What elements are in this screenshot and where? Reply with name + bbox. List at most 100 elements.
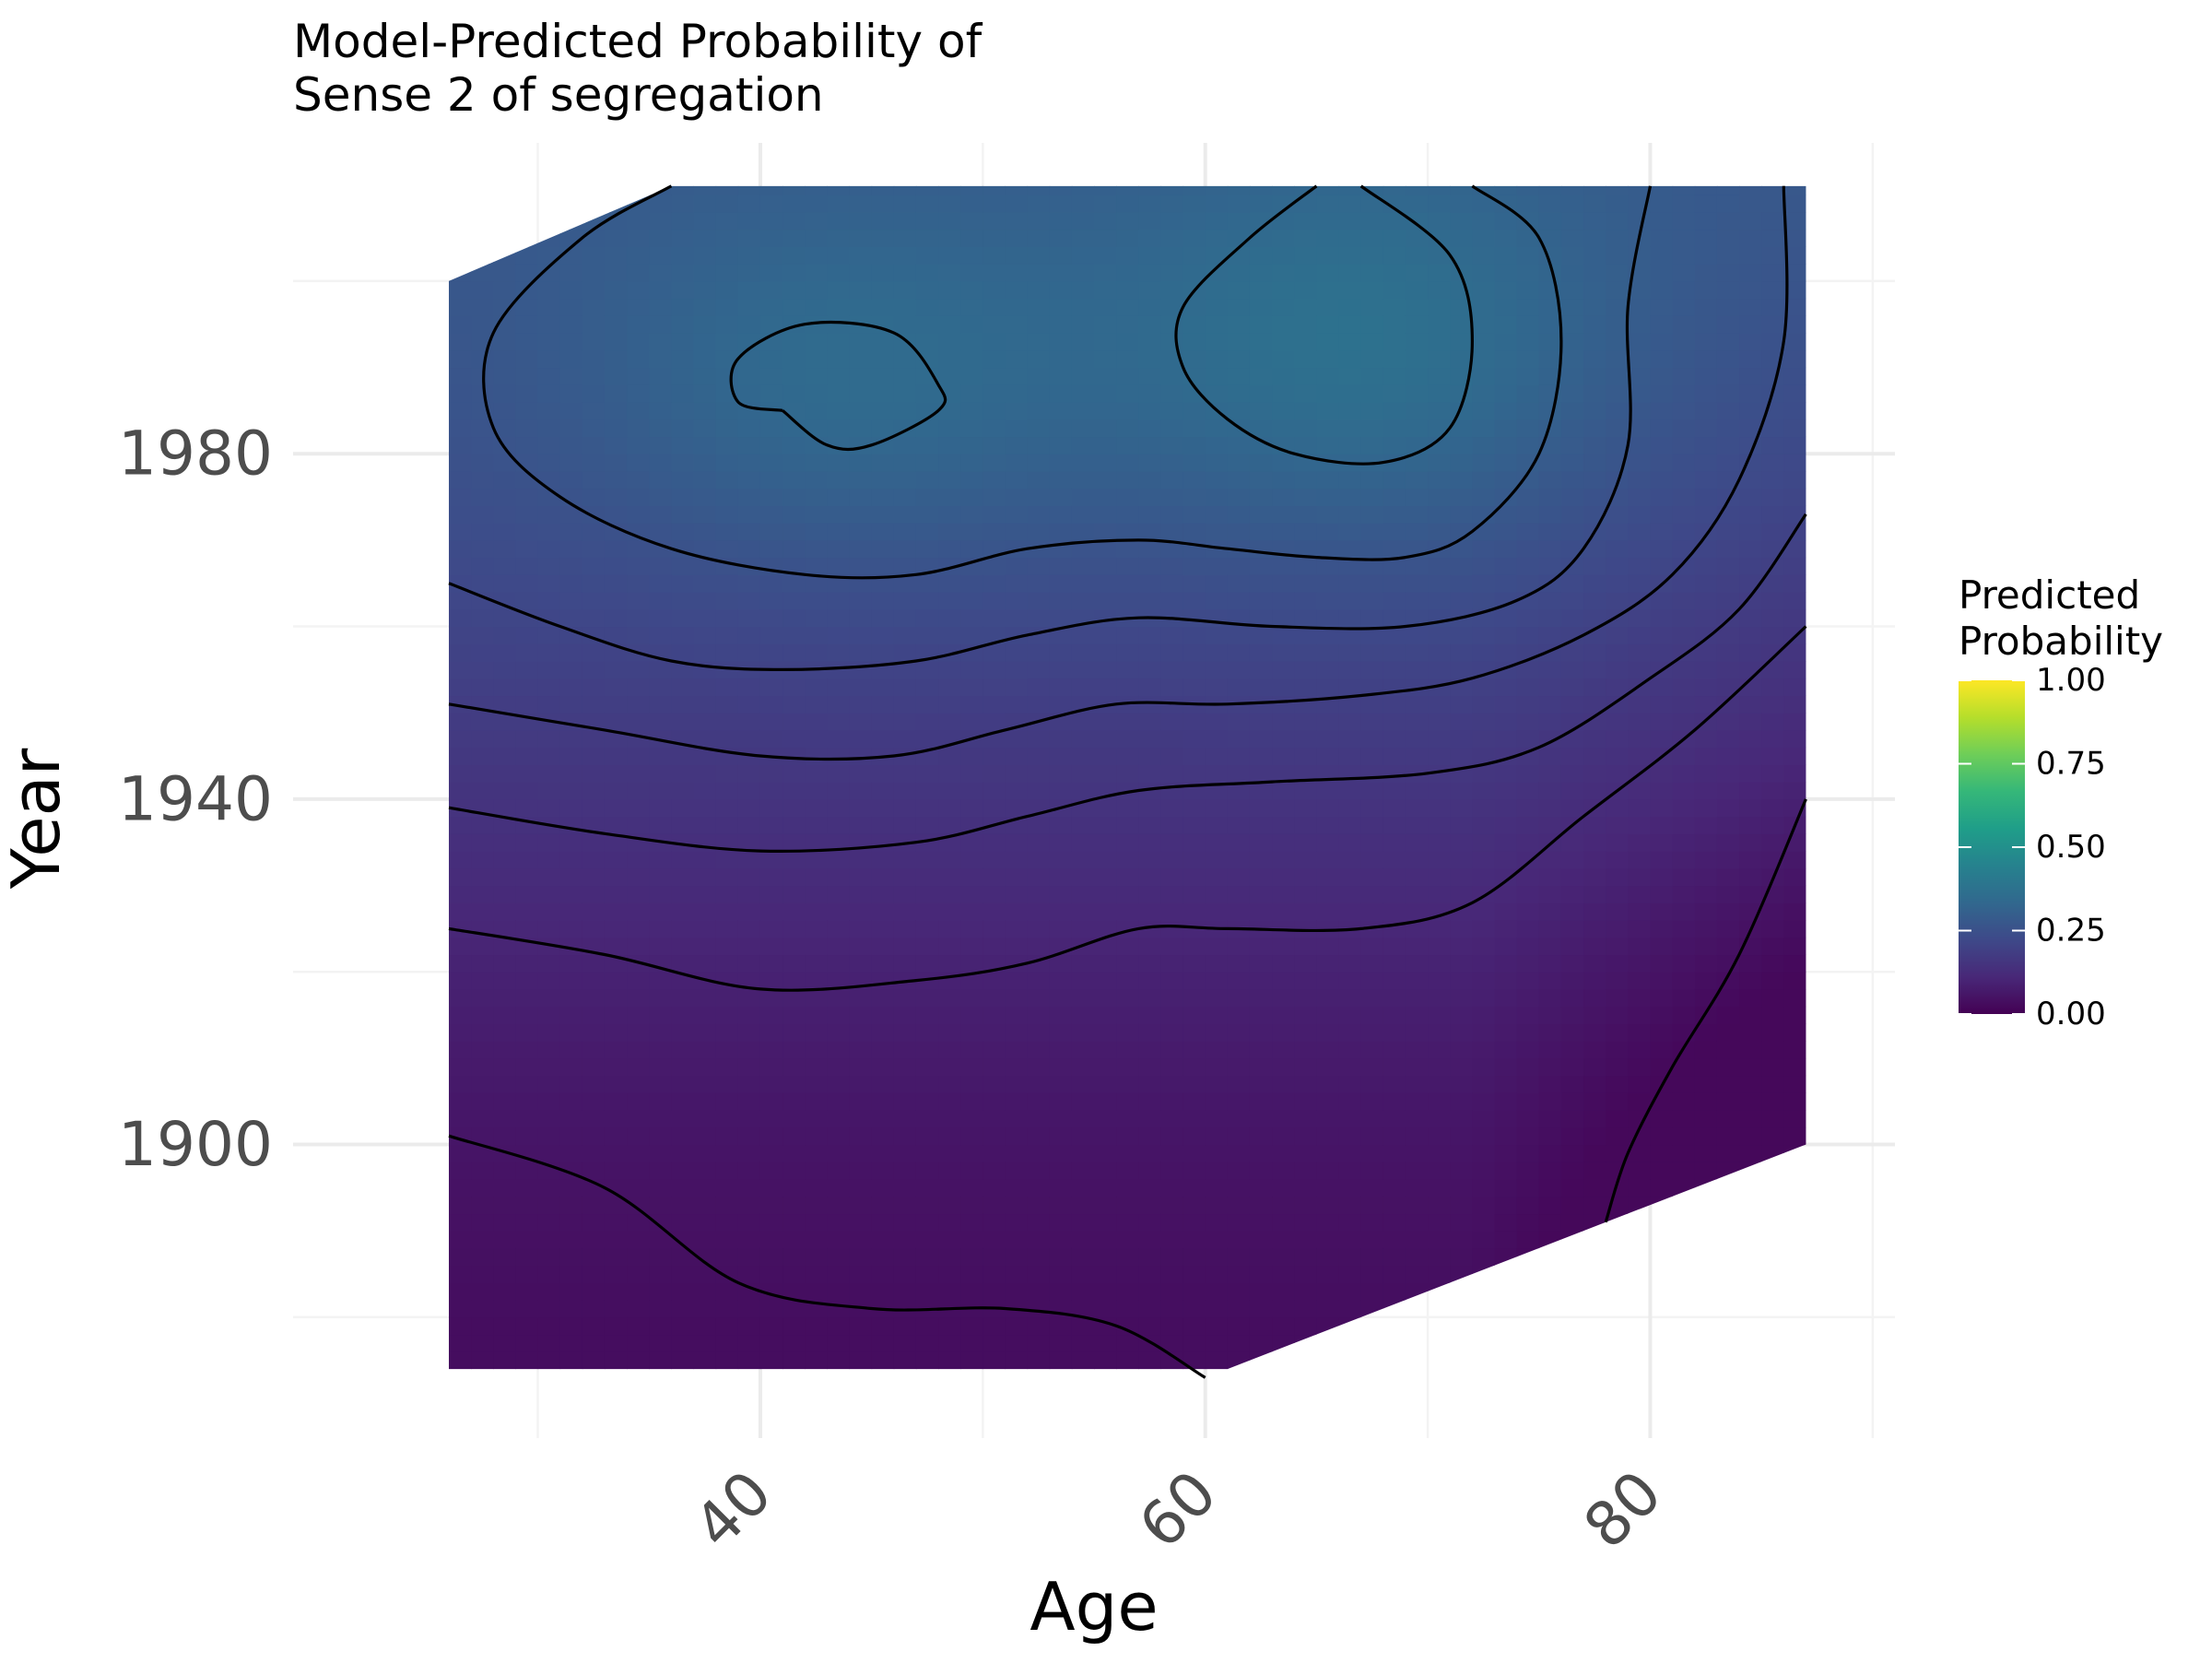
heatmap-cell xyxy=(471,1162,494,1180)
heatmap-cell xyxy=(1272,1179,1295,1197)
heatmap-cell xyxy=(1494,867,1518,887)
heatmap-cell xyxy=(693,1041,717,1059)
heatmap-cell xyxy=(649,1006,672,1024)
heatmap-cell xyxy=(1027,298,1051,316)
heatmap-cell xyxy=(1116,1110,1139,1128)
heatmap-cell xyxy=(671,1092,695,1111)
heatmap-cell xyxy=(759,574,783,593)
heatmap-cell xyxy=(1583,264,1606,282)
heatmap-cell xyxy=(1338,1351,1362,1370)
heatmap-cell xyxy=(759,1092,783,1111)
heatmap-cell xyxy=(1205,833,1229,852)
heatmap-cell xyxy=(1560,539,1584,559)
heatmap-cell xyxy=(1027,211,1051,230)
heatmap-cell xyxy=(1428,333,1451,351)
heatmap-cell xyxy=(893,349,917,369)
heatmap-cell xyxy=(1494,246,1518,265)
heatmap-cell xyxy=(448,1057,472,1077)
heatmap-cell xyxy=(759,782,783,800)
heatmap-cell xyxy=(737,678,761,697)
heatmap-cell xyxy=(759,264,783,282)
heatmap-cell xyxy=(805,867,828,887)
heatmap-cell xyxy=(1227,470,1251,489)
heatmap-cell xyxy=(1628,608,1652,628)
heatmap-cell xyxy=(1116,713,1139,731)
heatmap-cell xyxy=(582,972,606,990)
heatmap-cell xyxy=(1160,264,1184,282)
heatmap-cell xyxy=(1538,488,1562,506)
heatmap-cell xyxy=(1316,954,1340,973)
heatmap-cell xyxy=(960,1126,983,1146)
heatmap-cell xyxy=(960,1057,983,1077)
heatmap-cell xyxy=(1249,1110,1273,1128)
heatmap-cell xyxy=(537,367,561,385)
heatmap-cell xyxy=(1783,211,1806,230)
heatmap-cell xyxy=(1138,454,1162,472)
heatmap-cell xyxy=(737,1144,761,1162)
heatmap-cell xyxy=(1538,298,1562,316)
heatmap-cell xyxy=(1516,402,1540,420)
heatmap-cell xyxy=(827,937,851,956)
heatmap-cell xyxy=(1360,764,1384,783)
heatmap-cell xyxy=(1094,972,1117,990)
heatmap-cell xyxy=(1071,557,1095,575)
heatmap-cell xyxy=(1338,1092,1362,1111)
heatmap-cell xyxy=(782,608,806,628)
heatmap-cell xyxy=(1116,1006,1139,1024)
heatmap-cell xyxy=(582,729,606,749)
heatmap-cell xyxy=(1182,902,1206,921)
heatmap-cell xyxy=(1516,798,1540,818)
heatmap-cell xyxy=(627,454,650,472)
heatmap-cell xyxy=(1761,592,1784,610)
heatmap-cell xyxy=(1249,1144,1273,1162)
heatmap-cell xyxy=(1272,246,1295,265)
heatmap-cell xyxy=(1450,1213,1473,1232)
heatmap-cell xyxy=(1360,264,1384,282)
heatmap-cell xyxy=(1382,782,1406,800)
heatmap-cell xyxy=(1761,1334,1784,1352)
heatmap-cell xyxy=(782,1057,806,1077)
heatmap-cell xyxy=(1116,229,1139,247)
heatmap-cell xyxy=(871,1075,895,1093)
heatmap-cell xyxy=(1227,1144,1251,1162)
heatmap-cell xyxy=(915,333,939,351)
heatmap-cell xyxy=(471,902,494,921)
heatmap-cell xyxy=(1182,1265,1206,1283)
heatmap-cell xyxy=(715,229,739,247)
heatmap-cell xyxy=(1472,1162,1496,1180)
heatmap-cell xyxy=(1382,626,1406,644)
heatmap-cell xyxy=(737,851,761,869)
heatmap-cell xyxy=(671,1282,695,1301)
heatmap-cell xyxy=(537,643,561,662)
heatmap-cell xyxy=(1360,851,1384,869)
heatmap-cell xyxy=(782,333,806,351)
heatmap-cell xyxy=(1360,1351,1384,1370)
heatmap-cell xyxy=(1116,643,1139,662)
heatmap-cell xyxy=(915,1144,939,1162)
heatmap-cell xyxy=(627,1316,650,1336)
heatmap-cell xyxy=(982,713,1006,731)
heatmap-cell xyxy=(582,195,606,213)
heatmap-cell xyxy=(827,1179,851,1197)
heatmap-cell xyxy=(1182,470,1206,489)
heatmap-cell xyxy=(493,1300,516,1318)
heatmap-cell xyxy=(582,1075,606,1093)
heatmap-cell xyxy=(1160,1231,1184,1249)
heatmap-cell xyxy=(1761,626,1784,644)
heatmap-cell xyxy=(1783,782,1806,800)
heatmap-cell xyxy=(737,1231,761,1249)
heatmap-cell xyxy=(1338,937,1362,956)
heatmap-cell xyxy=(1783,1316,1806,1336)
heatmap-cell xyxy=(1405,954,1429,973)
heatmap-cell xyxy=(1049,661,1073,679)
heatmap-cell xyxy=(1227,557,1251,575)
heatmap-cell xyxy=(1049,1196,1073,1215)
heatmap-cell xyxy=(559,1110,583,1128)
heatmap-cell xyxy=(1272,574,1295,593)
heatmap-cell xyxy=(1138,523,1162,541)
heatmap-cell xyxy=(759,1179,783,1197)
heatmap-cell xyxy=(693,195,717,213)
heatmap-cell xyxy=(737,1023,761,1042)
heatmap-cell xyxy=(1606,195,1629,213)
heatmap-cell xyxy=(448,661,472,679)
